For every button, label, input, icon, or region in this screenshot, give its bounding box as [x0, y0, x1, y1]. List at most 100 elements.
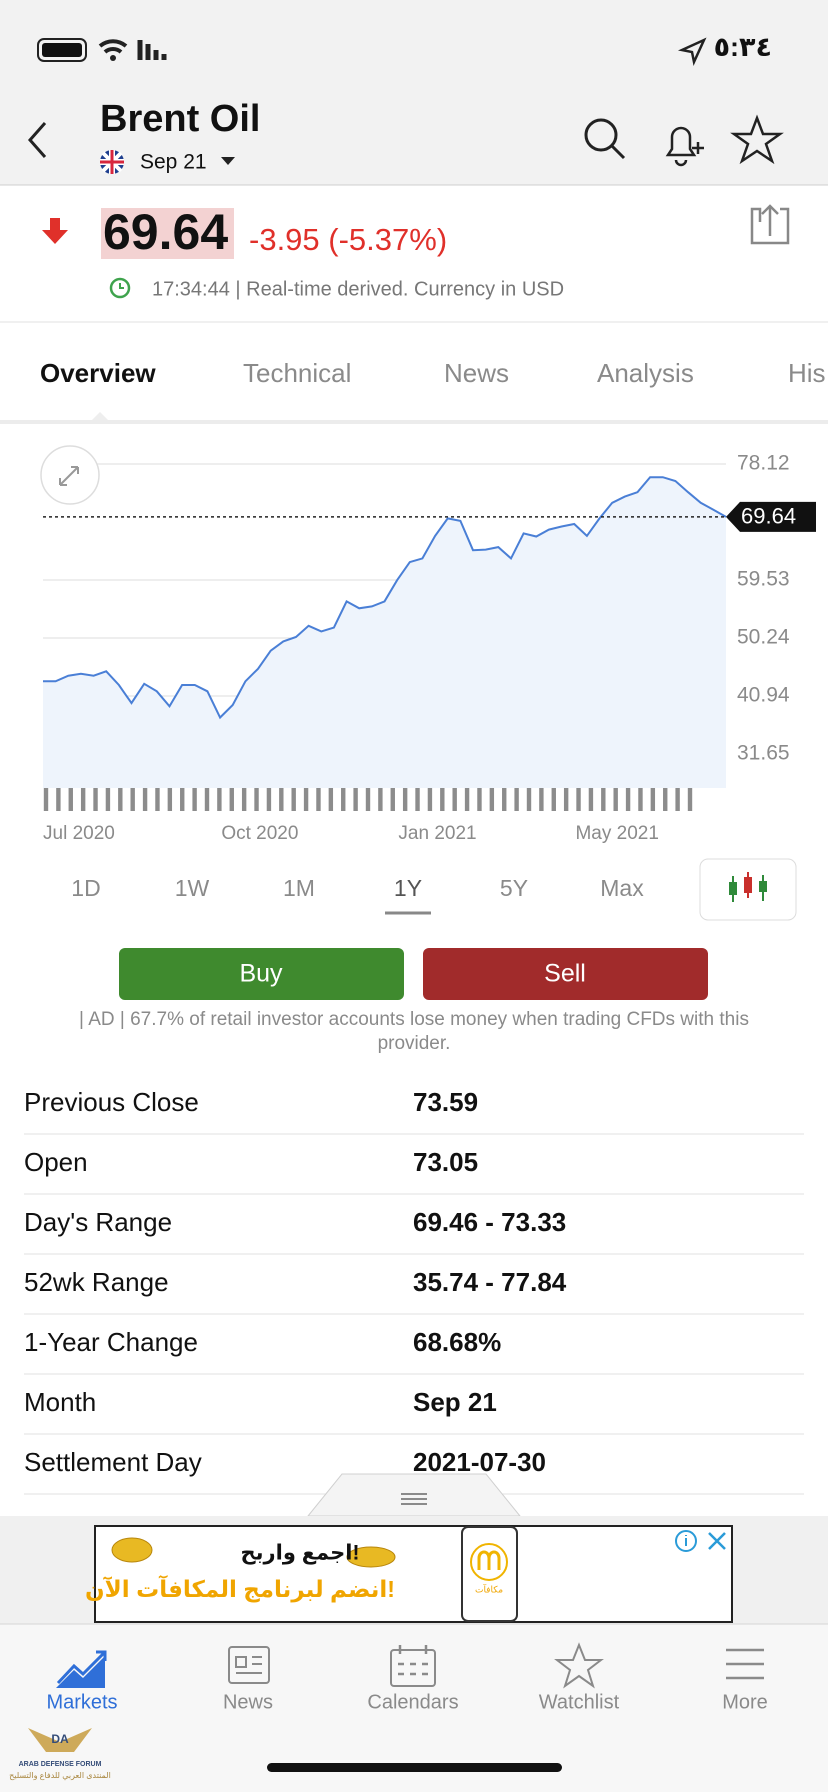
ad-subline[interactable]: انضم لبرنامج المكافآت الآن! [85, 1574, 395, 1603]
ad-close[interactable] [708, 1532, 726, 1550]
quote-timestamp: 17:34:44 | Real-time derived. Currency i… [152, 278, 564, 300]
calendars-icon[interactable] [390, 1649, 436, 1687]
row-value: 2021-07-30 [413, 1447, 546, 1477]
row-label: Month [24, 1387, 96, 1417]
range-button[interactable]: 1M [283, 875, 315, 901]
tabs: Overview Technical News Analysis His [40, 358, 826, 388]
wifi-icon [98, 39, 128, 54]
ad-banner[interactable] [94, 1525, 733, 1623]
expand-icon[interactable] [59, 466, 79, 486]
volume-bar [613, 780, 618, 811]
tab[interactable]: Technical [243, 358, 351, 388]
volume-bar [638, 784, 643, 811]
drawer-grip[interactable] [401, 1493, 427, 1505]
volume-bar [204, 774, 210, 811]
ad-headline[interactable]: اجمع واربح! [241, 1542, 360, 1565]
range-button[interactable]: 1W [175, 875, 210, 901]
range-button[interactable]: 5Y [500, 875, 528, 901]
y-tick-label: 31.65 [737, 742, 790, 765]
row-label: Open [24, 1147, 88, 1177]
row-value: 69.46 - 73.33 [413, 1207, 566, 1237]
volume-bar [625, 765, 631, 811]
markets-icon-fill[interactable] [56, 1656, 105, 1688]
ad-disclaimer: | AD | 67.7% of retail investor accounts… [79, 1009, 749, 1054]
tab-bar-label[interactable]: Markets [46, 1691, 117, 1713]
ad-info[interactable] [675, 1530, 697, 1552]
down-arrow [42, 218, 68, 244]
price-highlight [101, 208, 234, 259]
alert-plus[interactable] [692, 142, 704, 154]
tab[interactable]: Analysis [597, 358, 694, 388]
x-tick-label: May 2021 [575, 823, 658, 844]
volume-bar [93, 783, 98, 811]
tab-bar-label[interactable]: News [223, 1691, 273, 1713]
share-button[interactable] [750, 204, 790, 245]
tab[interactable]: Overview [40, 358, 156, 388]
volume-bar [155, 776, 160, 811]
search-icon[interactable] [584, 118, 618, 152]
candles-icon[interactable] [729, 872, 767, 902]
watermark-arabic: المنتدى العربي للدفاع والتسليح [9, 1771, 111, 1780]
tab-bar-label[interactable]: Calendars [367, 1691, 458, 1713]
volume-bar [452, 785, 457, 811]
drawer-handle[interactable] [306, 1473, 522, 1517]
tab[interactable]: News [444, 358, 509, 388]
coin [111, 1537, 153, 1563]
alert-button[interactable] [665, 126, 697, 167]
watermark-logo: DA [51, 1732, 69, 1746]
tab[interactable]: His [788, 358, 826, 388]
row-value: 68.68% [413, 1327, 501, 1357]
clock-hands [119, 283, 124, 289]
buy-label[interactable]: Buy [239, 960, 283, 988]
watchlist-icon[interactable] [554, 1642, 604, 1689]
calendars-icon-grid[interactable] [398, 1645, 428, 1676]
candle-body[interactable] [744, 877, 752, 893]
volume-bar [192, 780, 197, 811]
volume-bar [650, 781, 656, 811]
uk-flag [100, 150, 124, 174]
candle-body[interactable] [729, 882, 737, 895]
flag-cross-red [100, 150, 124, 174]
volume-bar [687, 767, 693, 811]
tab-bar-label[interactable]: Watchlist [539, 1691, 620, 1713]
price-line [43, 476, 727, 720]
range-button[interactable]: 1Y [394, 875, 422, 901]
clock-icon [109, 277, 131, 299]
news-icon-lines[interactable] [235, 1656, 262, 1674]
volume-bar [279, 769, 284, 811]
x-tick-label: Oct 2020 [221, 823, 298, 844]
top-bar-bg [0, 0, 828, 185]
tab-pointer [92, 412, 108, 420]
volume-bar [402, 765, 408, 811]
volume-bar [56, 785, 61, 811]
buy-button[interactable] [119, 948, 404, 1000]
row-value: Sep 21 [413, 1387, 497, 1417]
search-button[interactable] [584, 118, 626, 160]
disclaimer-box: | AD | 67.7% of retail investor accounts… [79, 1009, 749, 1054]
location-icon [677, 37, 707, 67]
tab-bar-label[interactable]: More [722, 1691, 768, 1713]
battery-level [42, 43, 82, 57]
sell-button[interactable] [423, 948, 708, 1000]
tabs-shadow [0, 420, 828, 424]
range-button[interactable]: 1D [71, 875, 100, 901]
signal-icon [137, 40, 167, 60]
back-button[interactable] [27, 122, 47, 158]
volume-bar [118, 781, 123, 811]
range-button[interactable]: Max [600, 875, 644, 901]
watchlist-star[interactable] [730, 114, 784, 165]
battery [37, 38, 87, 62]
volume-bar [588, 776, 594, 811]
news-icon[interactable] [228, 1646, 270, 1684]
volume-bar [675, 771, 680, 811]
coin [346, 1546, 396, 1568]
more-icon[interactable] [726, 1648, 764, 1680]
search-handle[interactable] [610, 144, 626, 160]
sell-label[interactable]: Sell [544, 960, 586, 988]
contract-month[interactable]: Sep 21 [140, 151, 207, 174]
candle-body[interactable] [759, 881, 767, 892]
volume-bar [130, 775, 135, 811]
volume-bar [353, 775, 358, 811]
dropdown-caret[interactable] [221, 157, 235, 165]
row-label: 1-Year Change [24, 1327, 198, 1357]
